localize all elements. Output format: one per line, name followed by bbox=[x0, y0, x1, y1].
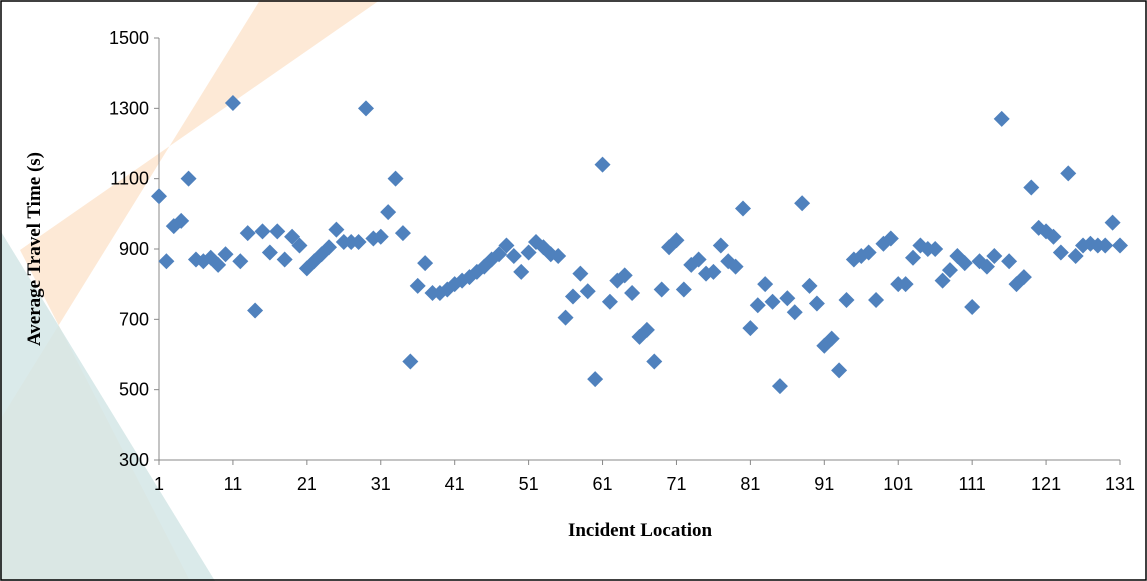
x-tick-label: 21 bbox=[297, 474, 317, 494]
x-axis-title: Incident Location bbox=[568, 520, 713, 541]
y-tick-label: 1500 bbox=[109, 28, 149, 48]
y-tick-label: 500 bbox=[119, 380, 149, 400]
x-tick-label: 11 bbox=[224, 474, 243, 494]
y-axis-title: Average Travel Time (s) bbox=[24, 152, 45, 346]
x-tick-label: 111 bbox=[958, 474, 985, 494]
x-tick-label: 51 bbox=[519, 474, 539, 494]
y-tick-label: 1300 bbox=[109, 98, 149, 118]
x-tick-label: 91 bbox=[814, 474, 834, 494]
x-tick-label: 31 bbox=[371, 474, 391, 494]
x-tick-label: 121 bbox=[1031, 474, 1061, 494]
x-tick-label: 131 bbox=[1105, 474, 1135, 494]
x-tick-label: 41 bbox=[445, 474, 465, 494]
x-tick-label: 81 bbox=[740, 474, 760, 494]
chart: Incident Location Average Travel Time (s… bbox=[0, 0, 1147, 581]
y-tick-label: 900 bbox=[119, 239, 149, 259]
y-tick-label: 300 bbox=[119, 450, 149, 470]
y-tick-label: 700 bbox=[119, 309, 149, 329]
x-tick-label: 61 bbox=[593, 474, 613, 494]
y-tick-label: 1100 bbox=[110, 169, 149, 189]
x-tick-label: 1 bbox=[154, 474, 164, 494]
x-tick-label: 71 bbox=[666, 474, 686, 494]
x-tick-label: 101 bbox=[883, 474, 913, 494]
